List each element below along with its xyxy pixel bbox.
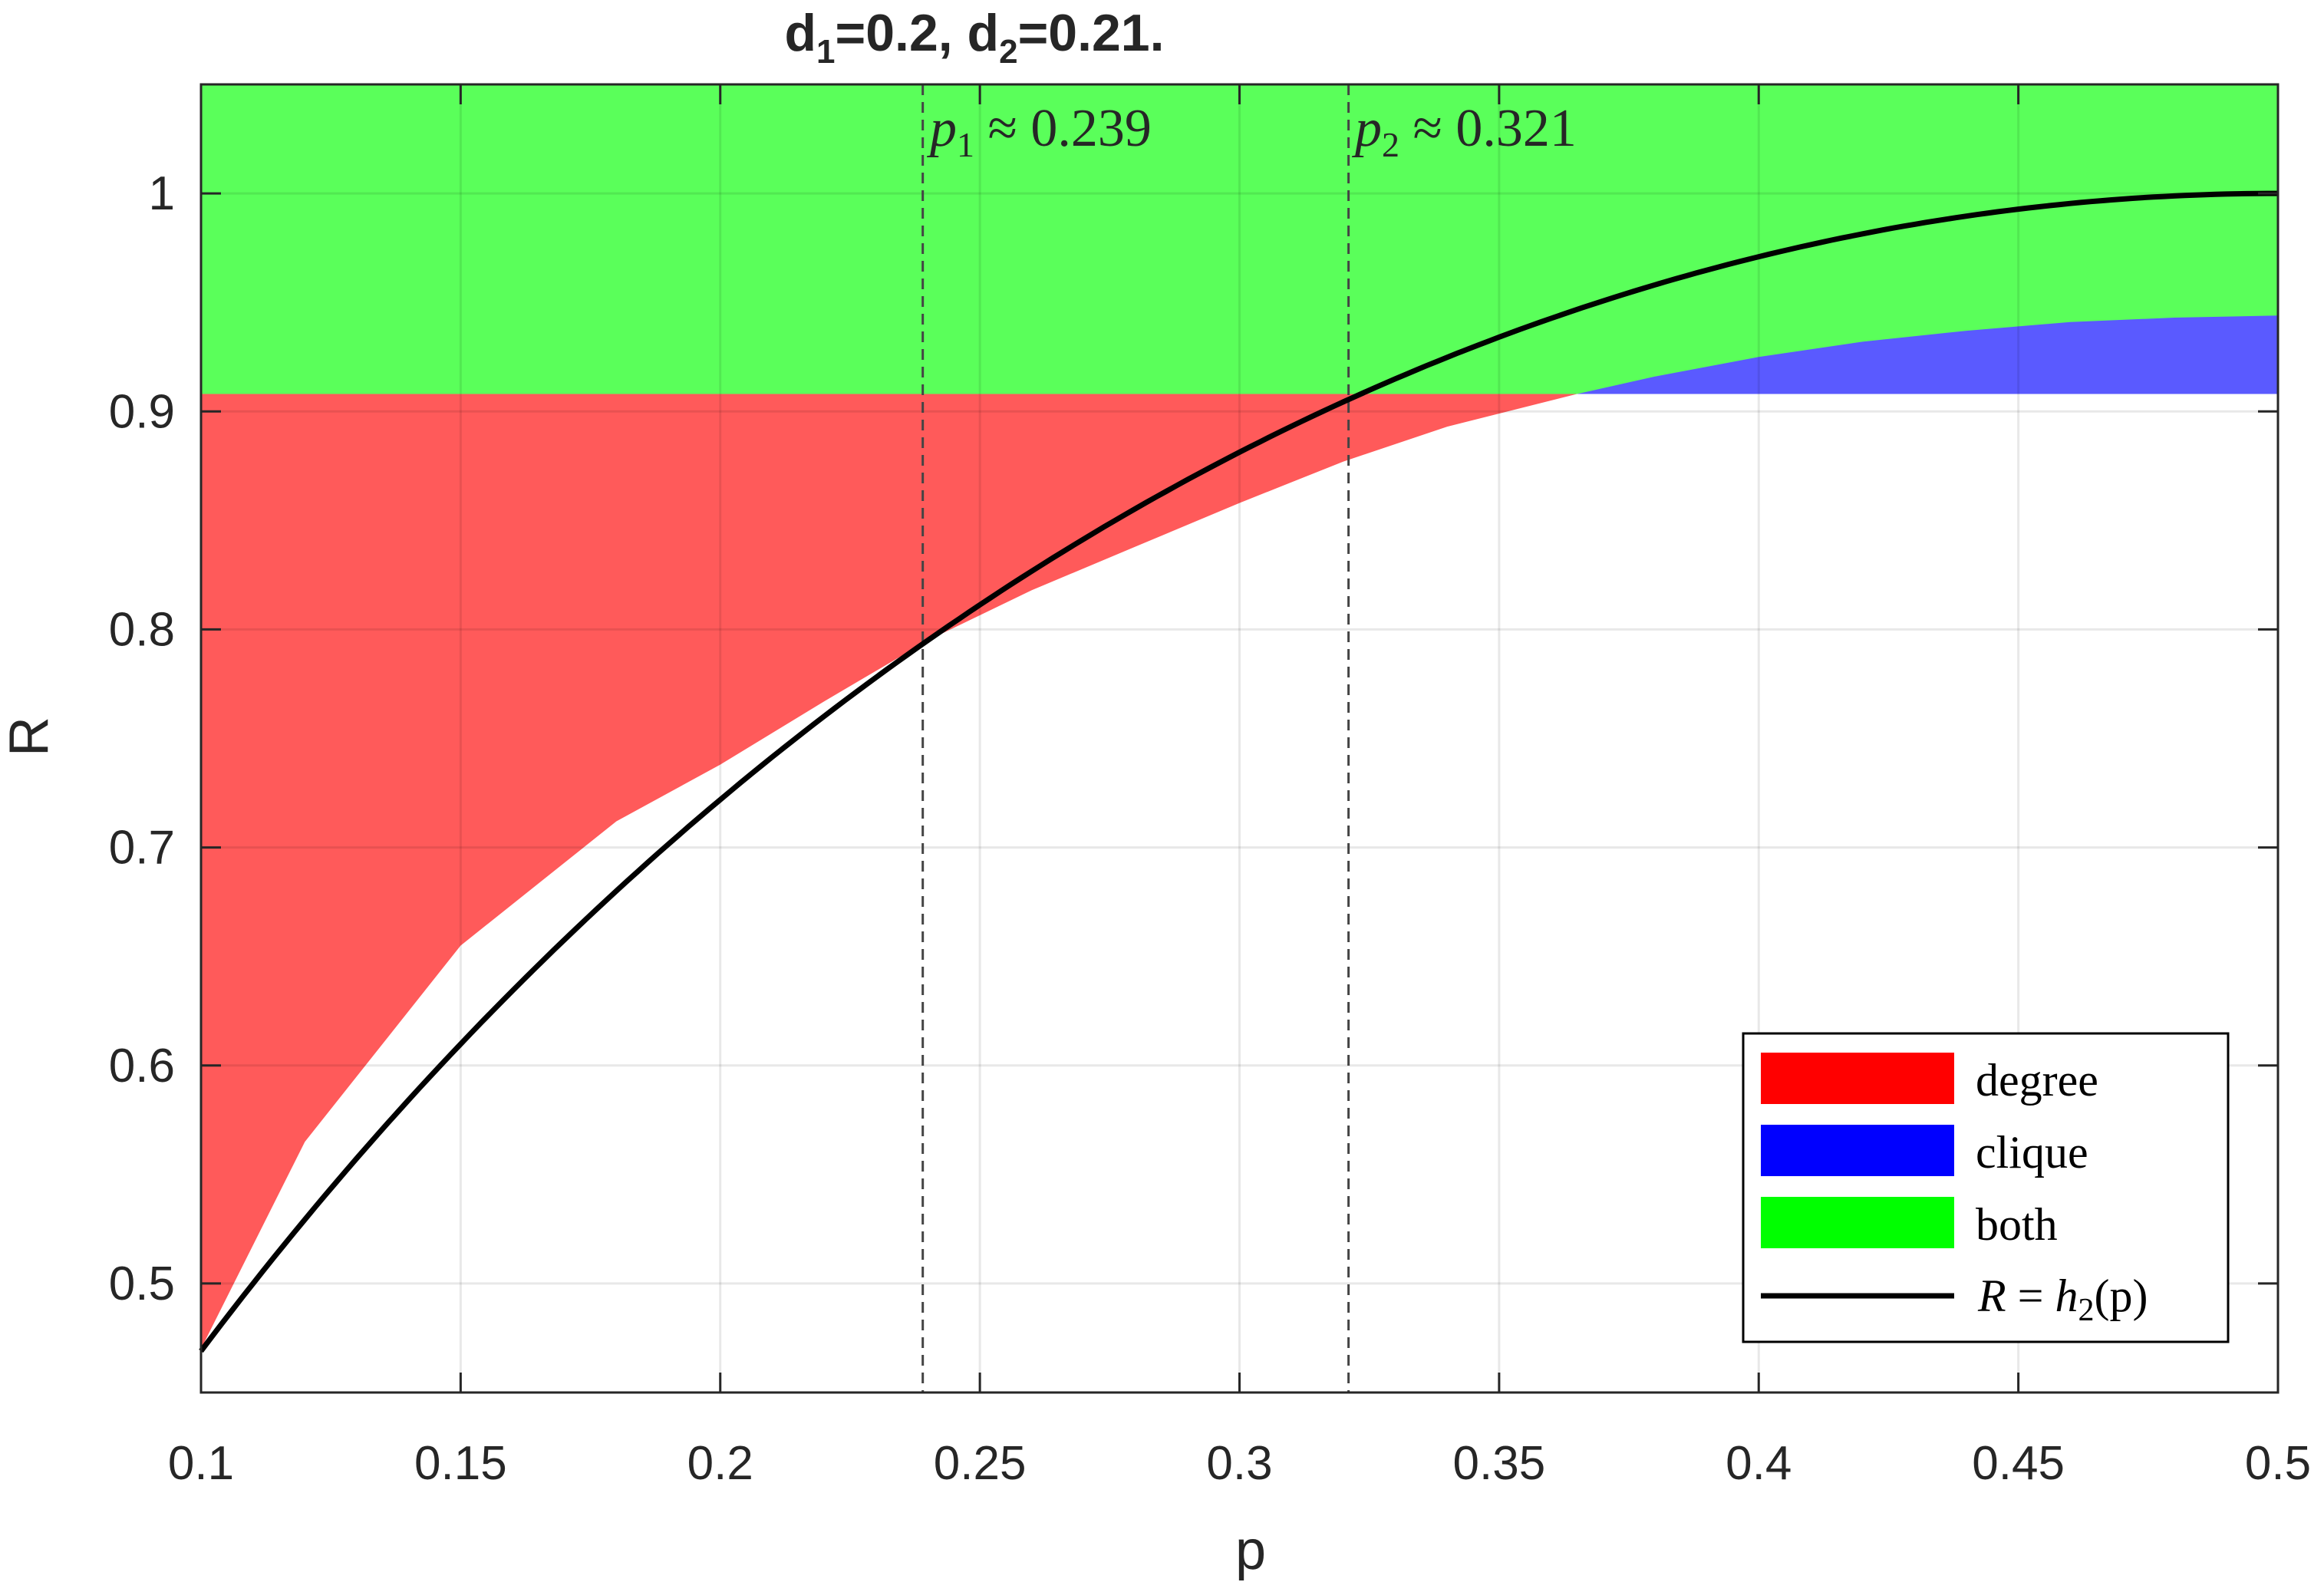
x-tick-label: 0.25 — [934, 1437, 1027, 1490]
x-tick-label: 0.4 — [1726, 1437, 1792, 1490]
y-tick-label: 0.7 — [109, 822, 175, 875]
legend-label-degree: degree — [1976, 1055, 2098, 1106]
x-tick-label: 0.3 — [1206, 1437, 1272, 1490]
region-degree — [201, 394, 1577, 1350]
x-axis-label: p — [1235, 1520, 1266, 1581]
annotation-layer: p1 ≈ 0.239 p2 ≈ 0.321 — [926, 99, 1577, 164]
x-tick-label: 0.2 — [687, 1437, 753, 1490]
legend-swatch-clique — [1761, 1125, 1954, 1176]
curve-layer — [199, 190, 2278, 1353]
x-tick-label: 0.45 — [1972, 1437, 2065, 1490]
legend-label-both: both — [1976, 1199, 2058, 1250]
legend-swatch-degree — [1761, 1053, 1954, 1104]
vlines-layer — [921, 84, 1350, 1392]
y-tick-label: 0.9 — [109, 385, 175, 438]
chart-title: d1=0.2, d2=0.21. — [784, 4, 1164, 71]
y-tick-label: 0.6 — [109, 1040, 175, 1093]
x-tick-label: 0.5 — [2245, 1437, 2311, 1490]
x-tick-label: 0.15 — [414, 1437, 507, 1490]
y-tick-label: 0.8 — [109, 603, 175, 656]
x-tick-label: 0.35 — [1453, 1437, 1546, 1490]
y-axis-label: R — [0, 717, 60, 756]
y-tick-label: 1 — [149, 167, 175, 220]
p2-annotation: p2 ≈ 0.321 — [1351, 99, 1577, 164]
entropy-curve — [199, 190, 2278, 1353]
x-tick-label: 0.1 — [168, 1437, 234, 1490]
legend-label-curve: R = h2(p) — [1977, 1271, 2148, 1328]
legend-label-clique: clique — [1976, 1127, 2088, 1178]
legend-swatch-both — [1761, 1197, 1954, 1248]
ticks-layer: 0.1 0.15 0.2 0.25 0.3 0.35 0.4 0.45 0.5 0.5 0.6 0.7… — [109, 84, 2311, 1490]
legend: degree clique both R = h2(p) — [1742, 1032, 2230, 1343]
p1-annotation: p1 ≈ 0.239 — [926, 99, 1152, 164]
regions-layer — [201, 84, 2278, 1350]
y-tick-label: 0.5 — [109, 1257, 175, 1310]
region-clique — [1577, 315, 2278, 394]
